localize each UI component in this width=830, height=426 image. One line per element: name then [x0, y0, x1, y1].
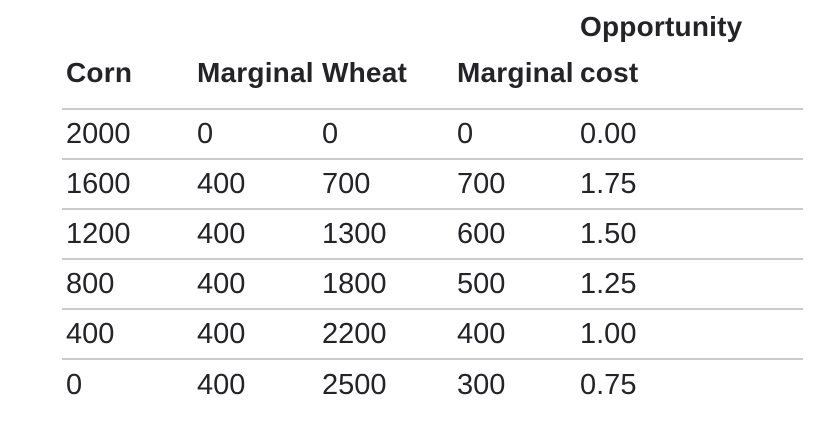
table-cell-marginal-corn: 400: [197, 167, 246, 200]
table-cell-wheat: 700: [322, 167, 371, 200]
table-row: 400 400 2200 400 1.00: [62, 310, 803, 360]
column-header-label: Wheat: [322, 57, 407, 88]
table-cell-marginal-wheat: 700: [457, 167, 506, 200]
table-row: 0 400 2500 300 0.75: [62, 360, 803, 410]
table-cell-opportunity-cost: 1.75: [580, 167, 637, 200]
table-cell-opportunity-cost: 0.75: [580, 368, 637, 401]
table-cell-marginal-corn: 400: [197, 267, 246, 300]
table-cell-marginal-corn: 0: [197, 117, 214, 150]
table-row: 800 400 1800 500 1.25: [62, 260, 803, 310]
column-header-label: Corn: [66, 57, 133, 88]
table-cell-marginal-wheat: 600: [457, 217, 506, 250]
table-cell-corn: 1600: [66, 167, 131, 200]
table-cell-marginal-corn: 400: [197, 317, 246, 350]
table-cell-corn: 800: [66, 267, 115, 300]
table-cell-marginal-wheat: 400: [457, 317, 506, 350]
table-cell-wheat: 0: [322, 117, 339, 150]
table-cell-opportunity-cost: 1.25: [580, 267, 637, 300]
column-header-label: Opportunity cost: [580, 11, 743, 88]
table-row: 1600 400 700 700 1.75: [62, 160, 803, 210]
column-header-marginal-wheat: Marginal: [453, 50, 576, 108]
column-header-corn: Corn: [62, 50, 193, 108]
table-cell-corn: 0: [66, 368, 83, 401]
table-header-row: Corn Marginal Wheat Marginal Opportunity…: [62, 0, 803, 110]
table-cell-wheat: 1800: [322, 267, 387, 300]
table-row: 2000 0 0 0 0.00: [62, 110, 803, 160]
table-cell-marginal-corn: 400: [197, 217, 246, 250]
table-cell-opportunity-cost: 0.00: [580, 117, 637, 150]
column-header-label: Marginal: [457, 57, 574, 88]
table-cell-marginal-wheat: 300: [457, 368, 506, 401]
column-header-label: Marginal: [197, 57, 314, 88]
table-cell-wheat: 2200: [322, 317, 387, 350]
column-header-marginal-corn: Marginal: [193, 50, 318, 108]
table-cell-wheat: 1300: [322, 217, 387, 250]
column-header-wheat: Wheat: [318, 50, 453, 108]
table-cell-marginal-wheat: 500: [457, 267, 506, 300]
column-header-opportunity-cost: Opportunity cost: [576, 4, 803, 108]
table-cell-corn: 400: [66, 317, 115, 350]
table-cell-marginal-corn: 400: [197, 368, 246, 401]
table-cell-opportunity-cost: 1.50: [580, 217, 637, 250]
opportunity-cost-table: Corn Marginal Wheat Marginal Opportunity…: [62, 0, 803, 410]
table-cell-marginal-wheat: 0: [457, 117, 474, 150]
table-cell-opportunity-cost: 1.00: [580, 317, 637, 350]
table-cell-corn: 2000: [66, 117, 131, 150]
table-cell-corn: 1200: [66, 217, 131, 250]
table-row: 1200 400 1300 600 1.50: [62, 210, 803, 260]
table-cell-wheat: 2500: [322, 368, 387, 401]
